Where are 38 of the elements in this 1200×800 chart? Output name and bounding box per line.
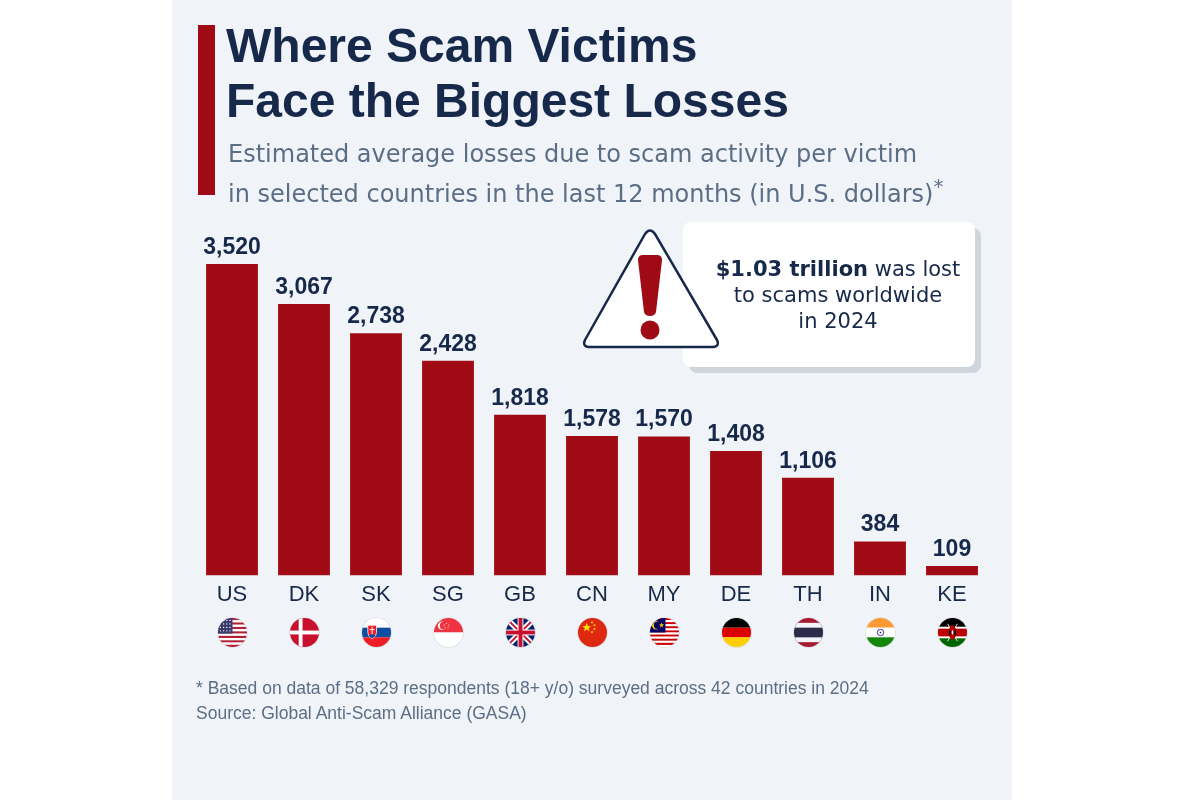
data-label: 3,067 — [275, 272, 333, 299]
bar — [422, 360, 474, 576]
x-tick-label: CN — [576, 580, 608, 606]
data-label: 2,428 — [419, 329, 477, 356]
x-tick-label: SK — [361, 580, 391, 606]
x-tick-label: IN — [869, 580, 891, 606]
bar — [638, 436, 690, 576]
bar — [854, 541, 906, 576]
x-tick-label: US — [216, 580, 248, 606]
x-tick-label: MY — [647, 580, 681, 606]
text: * Based on data of 58,329 respondents (18+ y/o) surveyed across 42 countries in 2024 — [196, 677, 869, 700]
bar — [278, 304, 330, 576]
bar — [782, 477, 834, 576]
x-tick-label: SG — [432, 580, 464, 606]
data-label: 384 — [860, 510, 900, 537]
x-tick-label: DE — [720, 580, 752, 606]
bar — [566, 435, 618, 576]
data-label: 1,818 — [491, 383, 549, 410]
x-tick-label: TH — [793, 580, 823, 606]
bar — [926, 565, 978, 576]
x-tick-label: KE — [937, 580, 967, 606]
data-label: 1,578 — [563, 404, 621, 431]
data-label: 2,738 — [347, 302, 405, 329]
bar — [494, 414, 546, 576]
annotation: $1.03 trillion was lost to scams worldwide in 2024 — [714, 255, 962, 334]
x-tick-label: GB — [504, 580, 536, 606]
data-label: 1,408 — [707, 419, 765, 446]
x-tick-label: DK — [288, 580, 320, 606]
data-label: 3,520 — [203, 232, 261, 259]
data-label: 109 — [932, 534, 972, 561]
data-label: 1,570 — [635, 405, 693, 432]
bar — [350, 333, 402, 576]
bar — [710, 450, 762, 576]
bar — [206, 264, 258, 576]
chart-subtitle: Estimated average losses due to scam activity per victim in selected countries in the last 12 months (in U.S. dollars)$^{*}$ — [228, 139, 945, 210]
chart-title: Where Scam Victims Face the Biggest Losses — [226, 18, 790, 128]
source-note: Source: Global Anti-Scam Alliance (GASA) — [196, 702, 528, 725]
data-label: 1,106 — [779, 446, 837, 473]
